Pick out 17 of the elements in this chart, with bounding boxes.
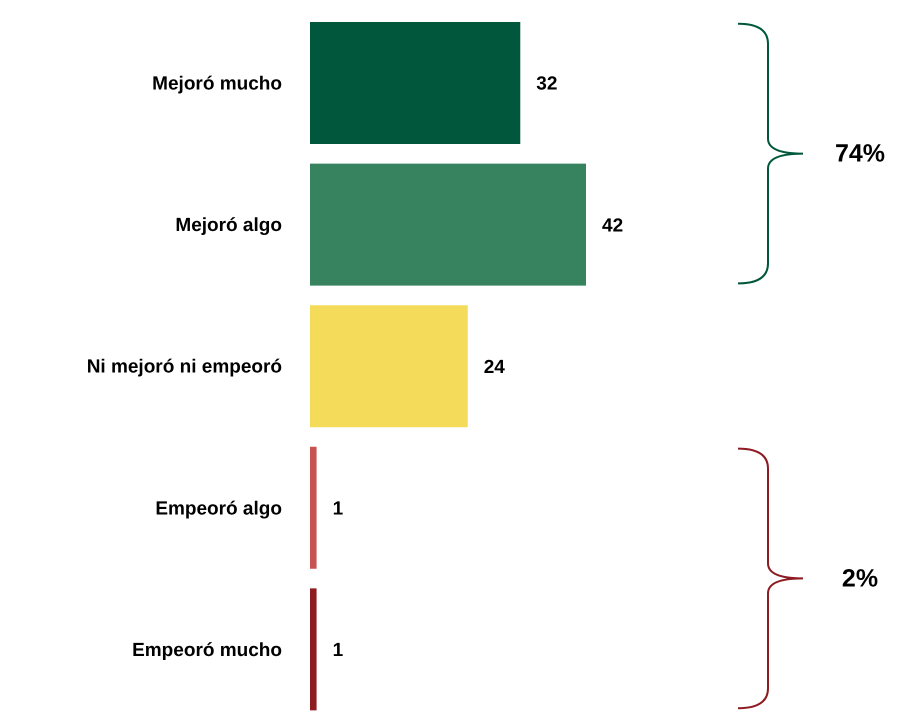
data-label: 32	[536, 74, 558, 95]
data-label: 1	[332, 498, 344, 520]
bar	[310, 305, 468, 428]
y-tick-label: Empeoró algo	[155, 498, 282, 520]
bar	[310, 446, 317, 569]
text: 74%	[834, 140, 886, 168]
text: 2%	[842, 564, 878, 592]
data-label: 42	[602, 215, 624, 236]
y-tick-label: Mejoró algo	[175, 215, 282, 236]
y-tick-label: Empeoró mucho	[132, 640, 282, 661]
data-label: 1	[332, 640, 344, 662]
y-tick-label: Ni mejoró ni empeoró	[86, 356, 282, 378]
y-tick-label: Mejoró mucho	[152, 74, 282, 95]
bar	[310, 164, 586, 286]
bar	[310, 588, 317, 710]
bar	[310, 22, 520, 144]
data-label: 24	[484, 356, 506, 378]
